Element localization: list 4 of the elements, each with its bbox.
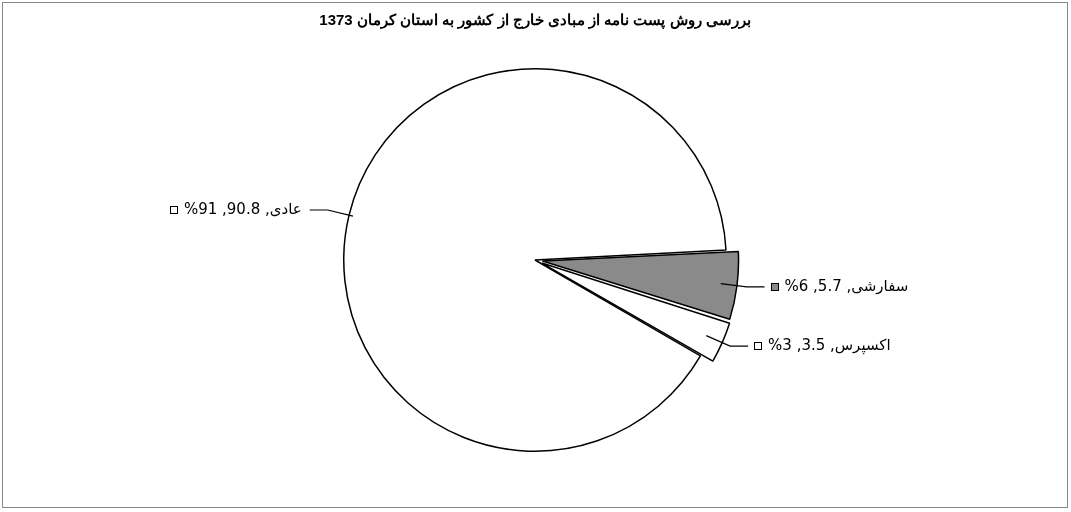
chart-title: بررسی روش پست نامه از مبادی خارج از کشور به استان کرمان 1373: [318, 11, 752, 29]
legend-label: عادی, 90.8, 91%: [183, 199, 302, 218]
legend-label: اکسپرس, 3.5, 3%: [768, 336, 891, 356]
legend-label: سفارشی, 5.7, 6%: [784, 276, 909, 295]
